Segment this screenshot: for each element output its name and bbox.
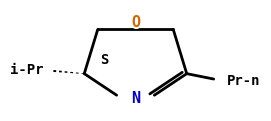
Text: N: N — [131, 91, 140, 106]
Text: N: N — [129, 88, 142, 108]
Text: O: O — [129, 13, 142, 33]
Text: i-Pr: i-Pr — [9, 63, 43, 77]
Text: S: S — [100, 53, 109, 68]
Text: O: O — [131, 15, 140, 30]
Text: Pr-n: Pr-n — [227, 74, 260, 88]
